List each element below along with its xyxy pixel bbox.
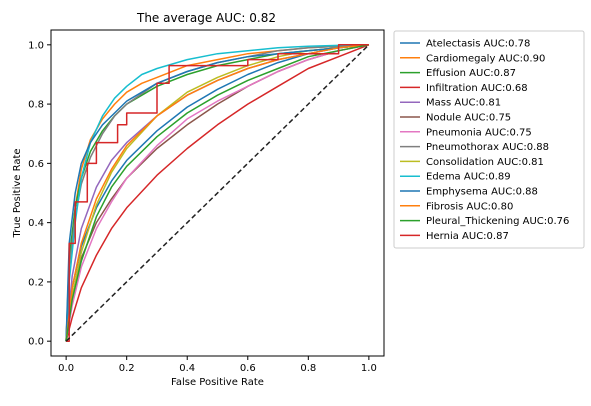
legend-frame [393, 30, 585, 249]
x-tick-label: 1.0 [361, 363, 377, 374]
x-tick-label: 0.4 [179, 363, 195, 374]
roc-curve-series-12 [65, 44, 369, 342]
x-tick-label: 0.0 [58, 363, 74, 374]
legend-label: Infiltration AUC:0.68 [426, 83, 528, 94]
legend-label: Fibrosis AUC:0.80 [426, 201, 513, 212]
y-tick-label: 0.4 [28, 218, 44, 229]
legend-label: Edema AUC:0.89 [426, 172, 511, 183]
legend-items: Atelectasis AUC:0.78 Cardiomegaly AUC:0.9… [400, 39, 569, 242]
y-tick-label: 1.0 [28, 40, 44, 51]
y-ticks: 0.0 0.2 0.4 0.6 0.8 1.0 [28, 40, 51, 348]
legend-label: Consolidation AUC:0.81 [426, 157, 544, 168]
roc-curve-series-7 [65, 44, 370, 342]
legend-label: Emphysema AUC:0.88 [426, 187, 538, 198]
y-tick-label: 0.0 [28, 337, 44, 348]
roc-curve-series-10 [65, 44, 369, 342]
legend-label: Atelectasis AUC:0.78 [426, 39, 530, 50]
x-ticks: 0.0 0.2 0.4 0.6 0.8 1.0 [58, 356, 377, 374]
roc-curve-series-14 [66, 44, 369, 342]
x-tick-label: 0.2 [119, 363, 135, 374]
legend-label: Pneumothorax AUC:0.88 [426, 142, 549, 153]
roc-curve-series-13 [65, 44, 370, 342]
plot-area: 0.0 0.2 0.4 0.6 0.8 1.0 0.0 0.2 0.4 0.6 0.8 1.0 [28, 29, 385, 374]
x-tick-label: 0.6 [240, 363, 256, 374]
legend-label: Pneumonia AUC:0.75 [426, 127, 532, 138]
legend-label: Pleural_Thickening AUC:0.76 [426, 216, 569, 227]
legend: Atelectasis AUC:0.78 Cardiomegaly AUC:0.9… [393, 30, 585, 249]
y-tick-label: 0.8 [28, 100, 44, 111]
roc-curve-series-11 [65, 44, 369, 342]
x-tick-label: 0.8 [300, 363, 316, 374]
legend-label: Cardiomegaly AUC:0.90 [426, 53, 545, 64]
x-axis-label: False Positive Rate [171, 377, 264, 388]
legend-label: Effusion AUC:0.87 [426, 68, 516, 79]
series-layer [65, 44, 370, 342]
y-tick-label: 0.2 [28, 277, 44, 288]
legend-label: Nodule AUC:0.75 [426, 113, 511, 124]
y-axis-label: True Positive Rate [12, 148, 23, 238]
chart-title: The average AUC: 0.82 [136, 11, 276, 25]
roc-curve-series-4 [65, 44, 370, 342]
random-chance-diagonal [65, 44, 370, 342]
plot-frame [50, 29, 385, 357]
legend-label: Mass AUC:0.81 [426, 98, 501, 109]
legend-label: Hernia AUC:0.87 [426, 231, 509, 242]
y-tick-label: 0.6 [28, 159, 44, 170]
